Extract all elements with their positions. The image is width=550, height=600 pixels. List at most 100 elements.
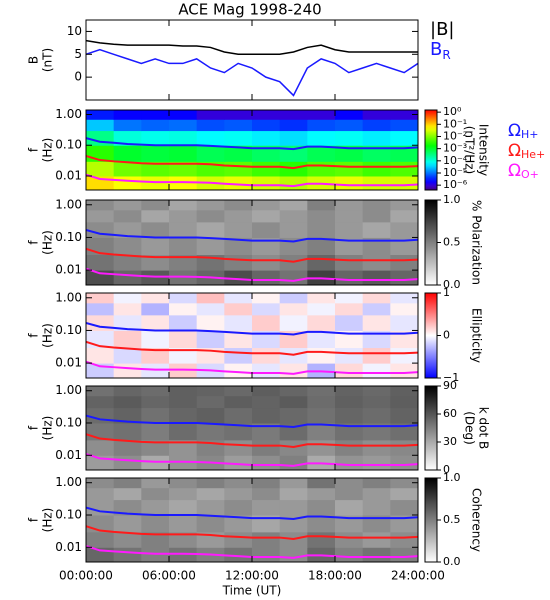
series-line bbox=[86, 39, 418, 56]
heatmap-cell bbox=[307, 499, 336, 516]
heatmap-cell bbox=[141, 237, 170, 256]
heatmap-cell bbox=[252, 514, 281, 533]
heatmap-cell bbox=[86, 386, 115, 397]
heatmap-cell bbox=[307, 439, 336, 456]
heatmap-cell bbox=[335, 221, 364, 238]
gyro-line bbox=[86, 321, 418, 336]
heatmap-cell bbox=[196, 386, 225, 397]
heatmap-cell bbox=[252, 119, 281, 132]
heatmap-cell bbox=[390, 200, 418, 211]
heatmap-cell bbox=[113, 161, 142, 177]
heatmap-cell bbox=[113, 455, 142, 470]
heatmap-cell bbox=[196, 110, 225, 120]
heatmap-cell bbox=[113, 145, 142, 162]
legend-subscript: He+ bbox=[521, 148, 545, 161]
y-tick-label: 0.01 bbox=[55, 448, 82, 462]
heatmap-cell bbox=[362, 439, 391, 456]
legend-entry: ΩH+ bbox=[508, 121, 539, 141]
heatmap-cell bbox=[113, 531, 142, 548]
heatmap-cell bbox=[390, 254, 418, 271]
heatmap-cell bbox=[307, 161, 336, 177]
heatmap-cell bbox=[390, 237, 418, 256]
heatmap-cell bbox=[307, 293, 336, 304]
colorbar-tick-label: 0 bbox=[443, 329, 450, 342]
heatmap-cell bbox=[113, 110, 142, 120]
heatmap-cell bbox=[307, 478, 336, 489]
heatmap-cell bbox=[335, 531, 364, 548]
heatmap-cell bbox=[141, 514, 170, 533]
y-tick-label: 1.00 bbox=[55, 475, 82, 489]
colorbar-label: Intensity bbox=[477, 124, 491, 176]
gyro-line bbox=[86, 340, 418, 356]
x-tick-label: 18:00:00 bbox=[308, 569, 362, 583]
heatmap-cell bbox=[335, 347, 364, 364]
heatmap-cell bbox=[362, 347, 391, 364]
heatmap-cell bbox=[86, 200, 115, 211]
heatmap-cell bbox=[252, 395, 281, 409]
heatmap-cell bbox=[390, 395, 418, 409]
x-axis-label: Time (UT) bbox=[222, 584, 282, 598]
colorbar bbox=[424, 385, 438, 471]
heatmap-cell bbox=[307, 407, 336, 424]
heatmap-cell bbox=[224, 175, 253, 190]
heatmap-cell bbox=[86, 478, 115, 489]
y-axis-label: f bbox=[27, 425, 41, 430]
heatmap-cell bbox=[196, 221, 225, 238]
heatmap-cell bbox=[307, 314, 336, 331]
heatmap-cell bbox=[224, 221, 253, 238]
heatmap-cell bbox=[252, 439, 281, 456]
y-tick-label: 0.01 bbox=[55, 356, 82, 370]
heatmap-cell bbox=[224, 547, 253, 562]
heatmap-cell bbox=[252, 161, 281, 177]
heatmap-cell bbox=[279, 175, 308, 190]
y-tick-label: 0.10 bbox=[55, 415, 82, 429]
y-axis-label: f bbox=[27, 240, 41, 245]
heatmap-cell bbox=[390, 119, 418, 132]
heatmap-cell bbox=[169, 221, 198, 238]
heatmap-cell bbox=[86, 347, 115, 364]
y-axis-label: (Hz) bbox=[41, 416, 55, 441]
heatmap-cell bbox=[362, 145, 391, 162]
heatmap-cell bbox=[252, 200, 281, 211]
heatmap-cell bbox=[113, 439, 142, 456]
heatmap-cell bbox=[86, 302, 115, 316]
heatmap-cell bbox=[335, 478, 364, 489]
heatmap-cell bbox=[390, 386, 418, 397]
heatmap-cell bbox=[224, 455, 253, 470]
heatmap-cell bbox=[390, 221, 418, 238]
heatmap-cell bbox=[196, 478, 225, 489]
heatmap-cell bbox=[279, 270, 308, 285]
colorbar-label: % Polarization bbox=[470, 200, 484, 285]
heatmap-cell bbox=[279, 478, 308, 489]
heatmap-cell bbox=[335, 293, 364, 304]
colorbar bbox=[424, 199, 438, 286]
heatmap-cell bbox=[113, 237, 142, 256]
gyro-line bbox=[86, 433, 418, 449]
heatmap-cell bbox=[224, 145, 253, 162]
heatmap-cell bbox=[113, 254, 142, 271]
plot-area bbox=[86, 386, 418, 470]
y-tick-label: 0.01 bbox=[55, 168, 82, 182]
y-axis-label: (Hz) bbox=[41, 230, 55, 255]
heatmap-cell bbox=[390, 407, 418, 424]
heatmap-cell bbox=[279, 209, 308, 223]
legend-name: Ω bbox=[508, 141, 521, 161]
heatmap-cell bbox=[169, 439, 198, 456]
heatmap-cell bbox=[196, 145, 225, 162]
heatmap-cell bbox=[362, 221, 391, 238]
heatmap-cell bbox=[307, 514, 336, 533]
heatmap-cell bbox=[252, 110, 281, 120]
heatmap-cell bbox=[362, 487, 391, 501]
heatmap-cell bbox=[224, 386, 253, 397]
heatmap-cell bbox=[224, 119, 253, 132]
heatmap-cell bbox=[86, 293, 115, 304]
heatmap-cell bbox=[362, 395, 391, 409]
heatmap-cell bbox=[169, 499, 198, 516]
series-line bbox=[86, 48, 418, 97]
heatmap-cell bbox=[307, 237, 336, 256]
heatmap-cell bbox=[252, 547, 281, 562]
heatmap-cell bbox=[169, 330, 198, 349]
heatmap-cell bbox=[307, 145, 336, 162]
heatmap-cell bbox=[390, 422, 418, 441]
heatmap-cell bbox=[169, 302, 198, 316]
